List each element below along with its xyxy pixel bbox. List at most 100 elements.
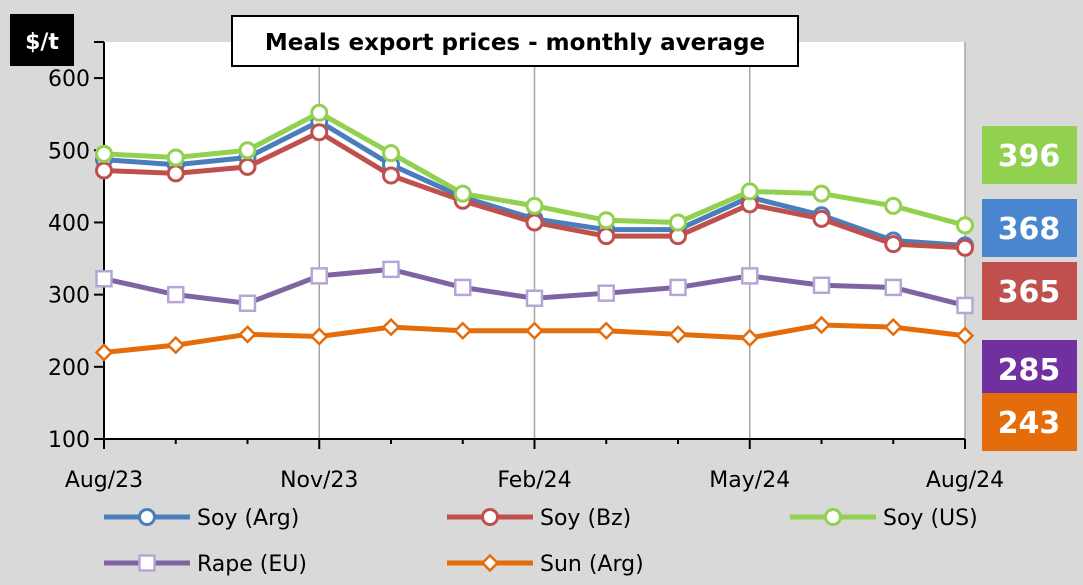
- badge-layer: 396 368 365 285 243: [982, 126, 1077, 451]
- series-4: [94, 315, 975, 362]
- x-tick-label: May/24: [709, 468, 790, 493]
- legend-label: Soy (US): [883, 506, 978, 531]
- data-point: [382, 260, 400, 279]
- grid-layer: [104, 42, 966, 439]
- x-tick-label: Feb/24: [497, 468, 571, 493]
- legend-entry: Rape (EU): [104, 552, 307, 577]
- y-tick-label: 200: [48, 356, 90, 381]
- axes-layer: 100 200 300 400 500 600 Aug/23 Nov/23 Feb/24 May/…: [48, 41, 1004, 493]
- data-point: [310, 103, 329, 122]
- data-point: [525, 196, 544, 215]
- legend-entry: Soy (US): [790, 506, 978, 531]
- data-point: [238, 325, 257, 344]
- data-point: [669, 278, 687, 297]
- data-point: [884, 235, 903, 254]
- badge-value: 396: [998, 139, 1061, 174]
- badge-value: 285: [998, 353, 1061, 388]
- badge-background: [982, 126, 1077, 184]
- data-point: [740, 328, 760, 348]
- legend-marker: [824, 508, 842, 526]
- series-layer: [94, 103, 975, 362]
- data-point: [95, 161, 113, 180]
- legend-marker: [481, 508, 499, 526]
- legend-entry: Soy (Bz): [447, 506, 631, 531]
- legend-label: Sun (Arg): [540, 552, 644, 577]
- unit-label: $/t: [25, 30, 59, 55]
- data-point: [453, 321, 473, 340]
- data-point: [669, 213, 687, 232]
- data-point: [453, 184, 472, 203]
- data-point: [597, 227, 616, 246]
- series-2: [95, 103, 974, 235]
- end-value-badge: 368: [982, 199, 1077, 257]
- data-point: [956, 216, 974, 235]
- legend-marker: [138, 554, 156, 572]
- data-point: [668, 325, 688, 344]
- data-point: [812, 209, 831, 228]
- data-point: [956, 296, 974, 315]
- data-point: [166, 148, 185, 167]
- badge-value: 243: [998, 406, 1061, 441]
- legend-marker: [138, 508, 156, 526]
- data-point: [166, 164, 185, 183]
- y-tick-label: 300: [48, 284, 90, 309]
- data-point: [382, 166, 400, 185]
- data-point: [955, 326, 975, 346]
- badge-background: [982, 340, 1077, 398]
- data-point: [884, 196, 903, 215]
- data-point: [525, 321, 544, 340]
- data-point: [167, 285, 185, 304]
- badge-value: 365: [998, 275, 1061, 310]
- data-point: [94, 343, 114, 362]
- data-point: [238, 157, 257, 176]
- data-point: [309, 327, 329, 346]
- unit-label-box: $/t: [10, 14, 74, 66]
- data-point: [238, 141, 257, 160]
- data-point: [310, 123, 329, 142]
- end-value-badge: 365: [982, 262, 1077, 320]
- end-value-badge: 396: [982, 126, 1077, 184]
- chart-title: Meals export prices - monthly average: [265, 30, 765, 56]
- x-tick-label: Nov/23: [280, 468, 358, 493]
- y-tick-label: 500: [48, 139, 90, 164]
- legend-label: Rape (EU): [197, 552, 307, 577]
- chart-title-box: Meals export prices - monthly average: [231, 15, 799, 67]
- data-point: [741, 267, 759, 285]
- y-tick-label: 100: [48, 428, 90, 453]
- data-point: [812, 184, 831, 203]
- badge-background: [982, 393, 1077, 451]
- data-point: [381, 317, 401, 337]
- badge-value: 368: [998, 212, 1061, 247]
- data-point: [525, 289, 544, 307]
- legend-entry: Sun (Arg): [447, 552, 644, 577]
- legend-entry: Soy (Arg): [104, 506, 299, 531]
- legend-layer: Soy (Arg) Soy (Bz) Soy (US) Rape (EU) Sun (A…: [104, 506, 978, 577]
- data-point: [95, 270, 113, 288]
- badge-background: [982, 199, 1077, 257]
- data-point: [382, 144, 400, 163]
- data-point: [883, 317, 903, 337]
- data-point: [812, 315, 831, 335]
- badge-background: [982, 262, 1077, 320]
- data-point: [884, 278, 902, 297]
- data-point: [597, 284, 615, 302]
- series-3: [95, 260, 974, 315]
- y-tick-label: 600: [48, 67, 90, 92]
- data-point: [454, 278, 472, 297]
- data-point: [597, 211, 616, 230]
- end-value-badge: 243: [982, 393, 1077, 451]
- series-1: [95, 123, 974, 257]
- data-point: [812, 276, 831, 295]
- legend-marker: [480, 553, 500, 573]
- legend-label: Soy (Arg): [197, 506, 299, 531]
- data-point: [166, 335, 186, 355]
- x-tick-label: Aug/23: [65, 468, 143, 493]
- data-point: [525, 213, 544, 232]
- data-point: [740, 182, 759, 201]
- data-point: [596, 321, 616, 340]
- y-tick-label: 400: [48, 211, 90, 236]
- end-value-badge: 285: [982, 340, 1077, 398]
- data-point: [310, 267, 328, 285]
- x-tick-label: Aug/24: [926, 468, 1004, 493]
